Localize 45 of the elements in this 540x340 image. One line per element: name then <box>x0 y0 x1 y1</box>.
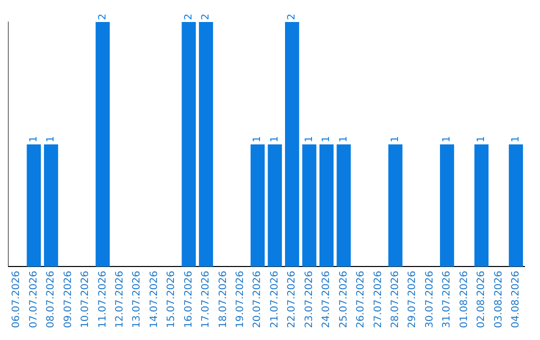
data-label: 1 <box>46 136 57 142</box>
data-label: 1 <box>252 136 264 142</box>
x-tick-label: 01.08.2026 <box>458 270 470 328</box>
x-tick-label: 10.07.2026 <box>80 270 92 328</box>
data-label: 2 <box>183 14 194 20</box>
x-tick-label: 19.07.2026 <box>235 270 246 328</box>
x-tick-label: 18.07.2026 <box>218 270 229 328</box>
x-tick-label: 22.07.2026 <box>286 270 298 328</box>
x-tick-label: 06.07.2026 <box>11 270 22 328</box>
x-tick-label: 07.07.2026 <box>28 270 40 328</box>
x-tick-label: 02.08.2026 <box>476 270 488 328</box>
data-label: 1 <box>442 136 453 142</box>
x-tick-label: 25.07.2026 <box>338 270 350 328</box>
x-tick-label: 21.07.2026 <box>269 270 280 328</box>
x-tick-label: 17.07.2026 <box>200 270 212 328</box>
data-label: 1 <box>476 136 488 142</box>
x-tick-label: 26.07.2026 <box>356 270 367 328</box>
x-tick-label: 23.07.2026 <box>304 270 315 328</box>
data-label: 2 <box>97 14 108 20</box>
data-label: 1 <box>338 136 350 142</box>
x-tick-label: 15.07.2026 <box>166 270 178 328</box>
data-label: 2 <box>200 14 212 20</box>
x-tick-label: 20.07.2026 <box>252 270 264 328</box>
data-label: 1 <box>390 136 401 142</box>
data-label: 1 <box>269 136 280 142</box>
x-tick-label: 09.07.2026 <box>62 270 74 328</box>
x-tick-label: 04.08.2026 <box>510 270 522 328</box>
x-tick-label: 24.07.2026 <box>321 270 332 328</box>
data-label: 2 <box>286 14 298 20</box>
x-tick-label: 29.07.2026 <box>407 270 418 328</box>
x-tick-label: 13.07.2026 <box>132 270 143 328</box>
data-label: 1 <box>304 136 315 142</box>
x-tick-label: 11.07.2026 <box>97 270 108 328</box>
data-label: 1 <box>321 136 332 142</box>
x-tick-label: 14.07.2026 <box>148 270 160 328</box>
x-tick-label: 16.07.2026 <box>183 270 194 328</box>
x-tick-label: 12.07.2026 <box>114 270 126 328</box>
x-tick-label: 08.07.2026 <box>46 270 57 328</box>
x-tick-label: 31.07.2026 <box>442 270 453 328</box>
x-tick-label: 27.07.2026 <box>372 270 384 328</box>
x-tick-label: 30.07.2026 <box>424 270 436 328</box>
data-label: 1 <box>28 136 40 142</box>
data-label: 1 <box>510 136 522 142</box>
x-tick-label: 03.08.2026 <box>493 270 504 328</box>
x-tick-label: 28.07.2026 <box>390 270 401 328</box>
